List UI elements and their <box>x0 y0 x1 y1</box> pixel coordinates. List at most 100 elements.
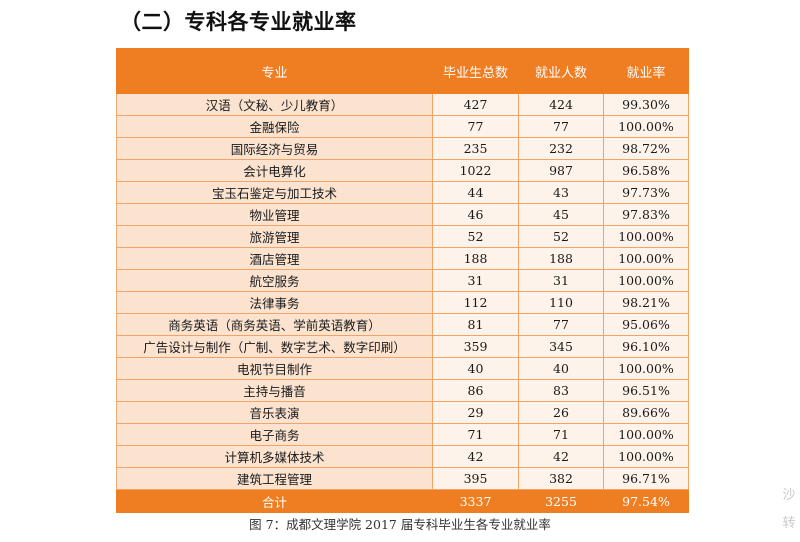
cell-major: 法律事务 <box>116 291 433 314</box>
cell-employed: 188 <box>518 247 604 270</box>
table-row: 法律事务 112 110 98.21% <box>116 291 689 314</box>
cell-major: 电视节目制作 <box>116 357 433 380</box>
cell-major: 建筑工程管理 <box>116 467 433 490</box>
table-row: 电视节目制作 40 40 100.00% <box>116 357 689 380</box>
table-row: 电子商务 71 71 100.00% <box>116 423 689 446</box>
table-row: 商务英语（商务英语、学前英语教育） 81 77 95.06% <box>116 313 689 336</box>
cell-rate: 96.58% <box>603 159 689 182</box>
cell-graduates: 31 <box>432 269 519 292</box>
table-row: 会计电算化 1022 987 96.58% <box>116 159 689 182</box>
cell-graduates: 46 <box>432 203 519 226</box>
table-row: 旅游管理 52 52 100.00% <box>116 225 689 248</box>
cell-employed: 77 <box>518 313 604 336</box>
section-heading: （二）专科各专业就业率 <box>120 10 357 34</box>
cell-employed: 232 <box>518 137 604 160</box>
cell-major: 物业管理 <box>116 203 433 226</box>
cell-graduates: 86 <box>432 379 519 402</box>
cell-employed: 43 <box>518 181 604 204</box>
cell-rate: 89.66% <box>603 401 689 424</box>
header-major: 专业 <box>116 48 433 94</box>
cell-rate: 97.73% <box>603 181 689 204</box>
cell-employed: 382 <box>518 467 604 490</box>
cell-employed: 424 <box>518 93 604 116</box>
table-row: 金融保险 77 77 100.00% <box>116 115 689 138</box>
table-row: 汉语（文秘、少儿教育） 427 424 99.30% <box>116 93 689 116</box>
table-row: 国际经济与贸易 235 232 98.72% <box>116 137 689 160</box>
cell-graduates: 1022 <box>432 159 519 182</box>
cell-graduates: 71 <box>432 423 519 446</box>
cell-major: 商务英语（商务英语、学前英语教育） <box>116 313 433 336</box>
cell-major: 会计电算化 <box>116 159 433 182</box>
employment-rate-table: 专业 毕业生总数 就业人数 就业率 汉语（文秘、少儿教育） 427 424 99… <box>116 48 689 513</box>
cell-graduates: 29 <box>432 401 519 424</box>
cell-graduates: 235 <box>432 137 519 160</box>
table-row: 主持与播音 86 83 96.51% <box>116 379 689 402</box>
cell-graduates: 112 <box>432 291 519 314</box>
cell-employed: 26 <box>518 401 604 424</box>
side-edge-text: 沙 转 <box>782 488 796 531</box>
table-row: 建筑工程管理 395 382 96.71% <box>116 467 689 490</box>
cell-major: 国际经济与贸易 <box>116 137 433 160</box>
cell-employed: 31 <box>518 269 604 292</box>
cell-major: 汉语（文秘、少儿教育） <box>116 93 433 116</box>
cell-employed: 52 <box>518 225 604 248</box>
cell-major: 电子商务 <box>116 423 433 446</box>
cell-employed: 42 <box>518 445 604 468</box>
figure-caption: 图 7：成都文理学院 2017 届专科毕业生各专业就业率 <box>249 517 551 532</box>
cell-graduates: 52 <box>432 225 519 248</box>
cell-graduates: 188 <box>432 247 519 270</box>
cell-rate: 98.21% <box>603 291 689 314</box>
cell-rate: 100.00% <box>603 423 689 446</box>
total-label: 合计 <box>116 489 433 513</box>
cell-graduates: 44 <box>432 181 519 204</box>
cell-graduates: 40 <box>432 357 519 380</box>
total-graduates: 3337 <box>432 489 519 513</box>
cell-major: 宝玉石鉴定与加工技术 <box>116 181 433 204</box>
cell-employed: 987 <box>518 159 604 182</box>
cell-graduates: 42 <box>432 445 519 468</box>
cell-major: 计算机多媒体技术 <box>116 445 433 468</box>
cell-rate: 95.06% <box>603 313 689 336</box>
table-header-row: 专业 毕业生总数 就业人数 就业率 <box>116 48 689 94</box>
cell-employed: 83 <box>518 379 604 402</box>
table-row: 航空服务 31 31 100.00% <box>116 269 689 292</box>
cell-major: 酒店管理 <box>116 247 433 270</box>
cell-rate: 96.71% <box>603 467 689 490</box>
table-row: 酒店管理 188 188 100.00% <box>116 247 689 270</box>
cell-graduates: 395 <box>432 467 519 490</box>
cell-rate: 98.72% <box>603 137 689 160</box>
cell-major: 金融保险 <box>116 115 433 138</box>
cell-rate: 100.00% <box>603 115 689 138</box>
cell-graduates: 359 <box>432 335 519 358</box>
cell-rate: 97.83% <box>603 203 689 226</box>
cell-employed: 40 <box>518 357 604 380</box>
total-employed: 3255 <box>518 489 604 513</box>
total-row: 合计 3337 3255 97.54% <box>116 489 689 513</box>
cell-major: 旅游管理 <box>116 225 433 248</box>
cell-rate: 100.00% <box>603 445 689 468</box>
total-rate: 97.54% <box>603 489 689 513</box>
cell-rate: 96.51% <box>603 379 689 402</box>
cell-employed: 345 <box>518 335 604 358</box>
cell-rate: 100.00% <box>603 269 689 292</box>
cell-rate: 100.00% <box>603 247 689 270</box>
table-row: 广告设计与制作（广制、数字艺术、数字印刷） 359 345 96.10% <box>116 335 689 358</box>
cell-major: 广告设计与制作（广制、数字艺术、数字印刷） <box>116 335 433 358</box>
cell-graduates: 427 <box>432 93 519 116</box>
header-rate: 就业率 <box>603 48 689 94</box>
cell-rate: 100.00% <box>603 225 689 248</box>
cell-rate: 100.00% <box>603 357 689 380</box>
cell-employed: 71 <box>518 423 604 446</box>
table-row: 音乐表演 29 26 89.66% <box>116 401 689 424</box>
header-employed: 就业人数 <box>518 48 604 94</box>
cell-major: 主持与播音 <box>116 379 433 402</box>
cell-graduates: 77 <box>432 115 519 138</box>
cell-major: 航空服务 <box>116 269 433 292</box>
cell-graduates: 81 <box>432 313 519 336</box>
table-row: 物业管理 46 45 97.83% <box>116 203 689 226</box>
cell-major: 音乐表演 <box>116 401 433 424</box>
cell-employed: 45 <box>518 203 604 226</box>
cell-employed: 110 <box>518 291 604 314</box>
header-graduates: 毕业生总数 <box>432 48 519 94</box>
table-row: 计算机多媒体技术 42 42 100.00% <box>116 445 689 468</box>
